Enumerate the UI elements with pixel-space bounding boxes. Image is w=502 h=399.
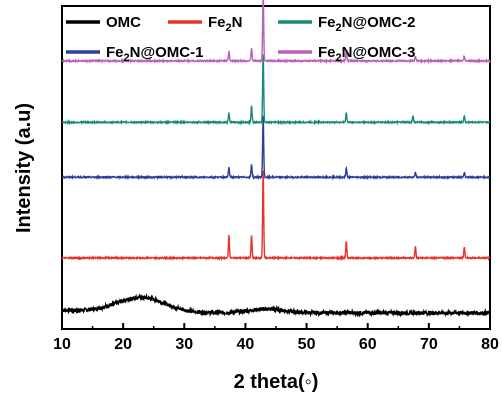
legend: OMC Fe2N Fe2N@OMC-2 Fe2N@OMC-1 Fe2N@OMC-3 bbox=[66, 14, 415, 64]
legend-label-4: Fe2N@OMC-3 bbox=[318, 44, 415, 64]
x-tick-label-80: 80 bbox=[481, 336, 499, 353]
x-tick-label-10: 10 bbox=[53, 336, 71, 353]
legend-label-0: OMC bbox=[106, 14, 141, 31]
series-line-0 bbox=[61, 292, 491, 318]
x-axis: 10 20 30 40 50 60 70 80 bbox=[53, 323, 499, 353]
x-tick-label-70: 70 bbox=[420, 336, 438, 353]
x-tick-label-40: 40 bbox=[237, 336, 255, 353]
x-tick-label-20: 20 bbox=[114, 336, 132, 353]
x-tick-label-30: 30 bbox=[175, 336, 193, 353]
series-line-4 bbox=[61, 0, 491, 65]
x-tick-label-50: 50 bbox=[298, 336, 316, 353]
x-axis-title: 2 theta(◦) bbox=[234, 371, 319, 393]
legend-label-2: Fe2N@OMC-1 bbox=[106, 44, 203, 64]
series-line-2 bbox=[61, 115, 491, 181]
series-traces bbox=[61, 0, 491, 318]
legend-label-3: Fe2N@OMC-2 bbox=[318, 14, 415, 34]
series-line-3 bbox=[61, 54, 491, 126]
series-line-1 bbox=[61, 170, 491, 262]
x-tick-label-60: 60 bbox=[359, 336, 377, 353]
legend-label-1: Fe2N bbox=[208, 14, 242, 34]
y-axis-title: Intensity (a.u) bbox=[13, 103, 35, 233]
